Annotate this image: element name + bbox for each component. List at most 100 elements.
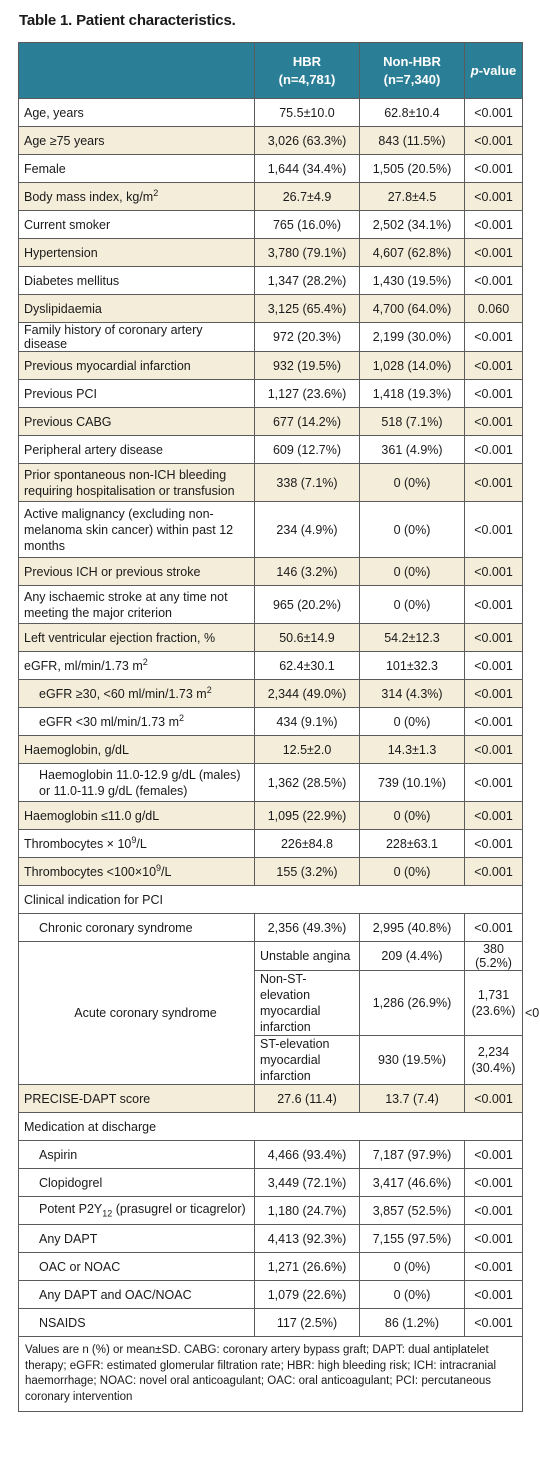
- table-row: Haemoglobin 11.0-12.9 g/dL (males) or 11…: [18, 763, 523, 802]
- row-label-superscript: 2: [153, 188, 159, 199]
- hbr-value: 1,079 (22.6%): [254, 1280, 360, 1309]
- table-row: PRECISE-DAPT score 27.6 (11.4) 13.7 (7.4) <…: [18, 1084, 523, 1113]
- header-non-hbr-title: Non-HBR: [383, 53, 441, 69]
- header-p-italic: p: [470, 62, 479, 78]
- hbr-value: 209 (4.4%): [359, 941, 465, 971]
- row-label-text: Thrombocytes <100×10: [24, 865, 157, 880]
- non-hbr-value: 7,155 (97.5%): [359, 1224, 465, 1253]
- hbr-value: 765 (16.0%): [254, 210, 360, 239]
- table-row: OAC or NOAC 1,271 (26.6%) 0 (0%) <0.001: [18, 1252, 523, 1281]
- header-p-rest: -value: [478, 62, 517, 78]
- table-row: eGFR, ml/min/1.73 m2 62.4±30.1 101±32.3 <0.…: [18, 651, 523, 680]
- p-value: <0.001: [464, 829, 523, 858]
- row-label: Female: [18, 154, 255, 183]
- table-row: Previous myocardial infarction 932 (19.5%…: [18, 351, 523, 380]
- table-row: Potent P2Y12 (prasugrel or ticagrelor) 1,…: [18, 1196, 523, 1225]
- row-label-text: Potent P2Y: [39, 1202, 103, 1217]
- row-label: Hypertension: [18, 238, 255, 267]
- table-row: Any DAPT 4,413 (92.3%) 7,155 (97.5%) <0.001: [18, 1224, 523, 1253]
- row-label: Any DAPT: [18, 1224, 255, 1253]
- row-label: Active malignancy (excluding non-melanom…: [18, 501, 255, 558]
- table-row: Any ischaemic stroke at any time not mee…: [18, 585, 523, 624]
- p-value: <0.001: [464, 1168, 523, 1197]
- row-label: Haemoglobin ≤11.0 g/dL: [18, 801, 255, 830]
- row-label-text: eGFR, ml/min/1.73 m: [24, 659, 143, 674]
- section-heading: Medication at discharge: [18, 1112, 523, 1141]
- p-value: <0.001: [464, 1308, 523, 1337]
- non-hbr-value: 739 (10.1%): [359, 763, 465, 802]
- row-label: Diabetes mellitus: [18, 266, 255, 295]
- table-row: ST-elevation myocardial infarction 930 (1…: [19, 1035, 523, 1085]
- header-hbr-title: HBR: [292, 53, 322, 69]
- hbr-value: 27.6 (11.4): [254, 1084, 360, 1113]
- table-row: NSAIDS 117 (2.5%) 86 (1.2%) <0.001: [18, 1308, 523, 1337]
- table-row: Previous ICH or previous stroke 146 (3.2%…: [18, 557, 523, 586]
- non-hbr-value: 0 (0%): [359, 707, 465, 736]
- p-value: <0.001: [464, 1196, 523, 1225]
- hbr-value: 155 (3.2%): [254, 857, 360, 886]
- row-label: Prior spontaneous non-ICH bleeding requi…: [18, 463, 255, 502]
- row-label: Previous CABG: [18, 407, 255, 436]
- hbr-value: 62.4±30.1: [254, 651, 360, 680]
- hbr-value: 609 (12.7%): [254, 435, 360, 464]
- non-hbr-value: 2,502 (34.1%): [359, 210, 465, 239]
- table-row: Body mass index, kg/m2 26.7±4.9 27.8±4.5 <0…: [18, 182, 523, 211]
- p-value: <0.001: [464, 651, 523, 680]
- non-hbr-value: 86 (1.2%): [359, 1308, 465, 1337]
- p-value: <0.001: [464, 154, 523, 183]
- table-row: Active malignancy (excluding non-melanom…: [18, 501, 523, 558]
- row-label-superscript: 9: [131, 835, 137, 846]
- hbr-value: 50.6±14.9: [254, 623, 360, 652]
- row-label-text: Thrombocytes × 10: [24, 837, 132, 852]
- table-row: Hypertension 3,780 (79.1%) 4,607 (62.8%) <0…: [18, 238, 523, 267]
- table-row: Haemoglobin, g/dL 12.5±2.0 14.3±1.3 <0.001: [18, 735, 523, 764]
- p-value: <0.001: [464, 501, 523, 558]
- p-value: <0.001: [464, 1140, 523, 1169]
- p-value: <0.001: [464, 707, 523, 736]
- p-value: <0.001: [464, 585, 523, 624]
- table-title: Table 1. Patient characteristics.: [19, 12, 236, 29]
- row-label: ST-elevation myocardial infarction: [254, 1035, 360, 1085]
- non-hbr-value: 3,417 (46.6%): [359, 1168, 465, 1197]
- row-label: NSAIDS: [18, 1308, 255, 1337]
- table-row: Haemoglobin ≤11.0 g/dL 1,095 (22.9%) 0 (0%…: [18, 801, 523, 830]
- row-label-text: eGFR <30 ml/min/1.73 m: [39, 715, 179, 730]
- hbr-value: 226±84.8: [254, 829, 360, 858]
- table-row: Prior spontaneous non-ICH bleeding requi…: [18, 463, 523, 502]
- p-value: <0.001: [464, 210, 523, 239]
- table-row: Aspirin 4,466 (93.4%) 7,187 (97.9%) <0.001: [18, 1140, 523, 1169]
- non-hbr-value: 62.8±10.4: [359, 98, 465, 127]
- non-hbr-value: 0 (0%): [359, 1280, 465, 1309]
- table-row: Clopidogrel 3,449 (72.1%) 3,417 (46.6%) <0.…: [18, 1168, 523, 1197]
- table-row: Dyslipidaemia 3,125 (65.4%) 4,700 (64.0%) 0…: [18, 294, 523, 323]
- non-hbr-value: 1,731 (23.6%): [464, 970, 523, 1036]
- p-value: <0.001: [464, 623, 523, 652]
- non-hbr-value: 1,505 (20.5%): [359, 154, 465, 183]
- row-label: Clopidogrel: [18, 1168, 255, 1197]
- p-value: <0.001: [464, 1252, 523, 1281]
- non-hbr-value: 1,028 (14.0%): [359, 351, 465, 380]
- row-label: Peripheral artery disease: [18, 435, 255, 464]
- hbr-value: 1,271 (26.6%): [254, 1252, 360, 1281]
- table-row: Age, years 75.5±10.0 62.8±10.4 <0.001: [18, 98, 523, 127]
- p-value: <0.001: [464, 1280, 523, 1309]
- row-label: Aspirin: [18, 1140, 255, 1169]
- non-hbr-value: 4,607 (62.8%): [359, 238, 465, 267]
- non-hbr-value: 0 (0%): [359, 1252, 465, 1281]
- row-label: Previous ICH or previous stroke: [18, 557, 255, 586]
- hbr-value: 1,095 (22.9%): [254, 801, 360, 830]
- header-hbr: HBR (n=4,781): [254, 42, 360, 99]
- non-hbr-value: 0 (0%): [359, 801, 465, 830]
- hbr-value: 434 (9.1%): [254, 707, 360, 736]
- non-hbr-value: 7,187 (97.9%): [359, 1140, 465, 1169]
- row-label-subscript: 12: [102, 1208, 113, 1219]
- hbr-value: 4,413 (92.3%): [254, 1224, 360, 1253]
- row-label: PRECISE-DAPT score: [18, 1084, 255, 1113]
- hbr-value: 972 (20.3%): [254, 322, 360, 352]
- p-value: <0.001: [464, 857, 523, 886]
- row-label: Haemoglobin, g/dL: [18, 735, 255, 764]
- hbr-value: 26.7±4.9: [254, 182, 360, 211]
- row-label: OAC or NOAC: [18, 1252, 255, 1281]
- row-label: Previous PCI: [18, 379, 255, 408]
- non-hbr-value: 0 (0%): [359, 501, 465, 558]
